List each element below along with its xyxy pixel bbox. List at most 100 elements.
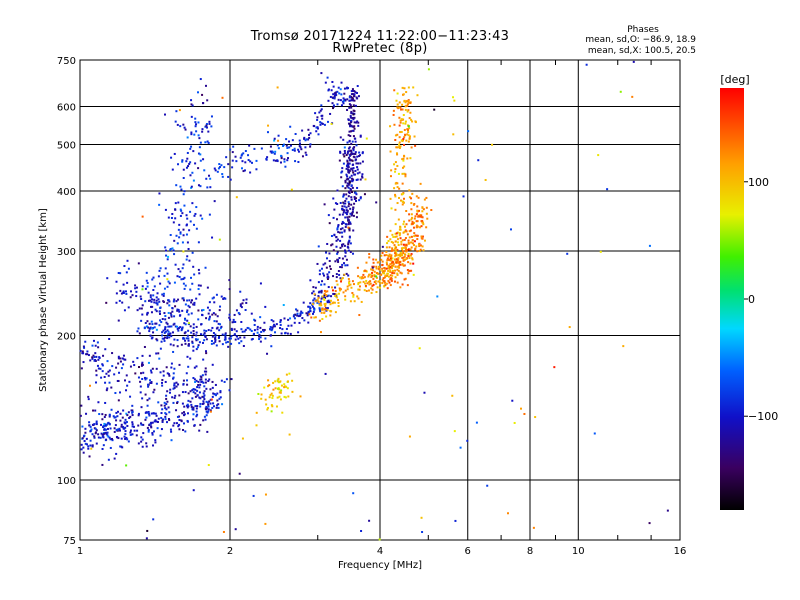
echo-point xyxy=(129,415,132,418)
echo-point xyxy=(169,248,172,251)
echo-point xyxy=(393,163,396,166)
echo-point xyxy=(274,159,277,162)
echo-point xyxy=(323,123,326,126)
echo-point xyxy=(183,287,186,290)
echo-point xyxy=(159,312,162,315)
echo-point xyxy=(388,281,391,284)
echo-point xyxy=(212,405,215,408)
echo-point xyxy=(100,376,103,379)
echo-point xyxy=(347,221,350,224)
echo-point xyxy=(356,120,359,123)
echo-point xyxy=(321,308,324,311)
echo-point xyxy=(105,432,108,435)
echo-point xyxy=(383,272,386,275)
echo-point xyxy=(347,186,350,189)
echo-point xyxy=(421,219,424,222)
echo-point xyxy=(328,259,331,262)
echo-point xyxy=(394,138,397,141)
echo-point xyxy=(307,321,310,324)
echo-point xyxy=(235,160,238,163)
echo-point xyxy=(404,237,407,240)
echo-point xyxy=(350,152,353,155)
echo-point xyxy=(179,214,182,217)
echo-point xyxy=(376,286,379,289)
echo-point xyxy=(332,93,335,96)
x-tick-label: 1 xyxy=(77,546,83,557)
echo-point xyxy=(399,252,402,255)
echo-point xyxy=(354,173,357,176)
echo-point xyxy=(146,383,149,386)
echo-point xyxy=(416,234,419,237)
echo-point xyxy=(404,244,407,247)
echo-point xyxy=(164,412,167,415)
echo-point xyxy=(237,337,240,340)
echo-point xyxy=(281,328,284,331)
echo-point xyxy=(190,103,193,106)
echo-point xyxy=(311,305,314,308)
echo-point xyxy=(419,182,422,185)
echo-point xyxy=(182,428,185,431)
echo-point xyxy=(211,297,214,300)
echo-point xyxy=(619,90,622,93)
echo-point xyxy=(384,276,387,279)
echo-point xyxy=(275,405,278,408)
echo-point xyxy=(194,121,197,124)
echo-point xyxy=(194,338,197,341)
echo-point xyxy=(215,320,218,323)
echo-point xyxy=(413,217,416,220)
echo-point xyxy=(288,140,291,143)
echo-point xyxy=(336,251,339,254)
echo-point xyxy=(352,99,355,102)
echo-point xyxy=(292,315,295,318)
echo-point xyxy=(343,149,346,152)
echo-point xyxy=(164,267,167,270)
echo-point xyxy=(153,301,156,304)
echo-point xyxy=(192,391,195,394)
echo-point xyxy=(247,154,250,157)
echo-point xyxy=(398,141,401,144)
echo-point xyxy=(98,356,101,359)
echo-point xyxy=(413,221,416,224)
echo-point xyxy=(392,263,395,266)
echo-point xyxy=(199,185,202,188)
echo-point xyxy=(407,125,410,128)
y-tick-label: 100 xyxy=(57,476,76,487)
echo-point xyxy=(104,423,107,426)
echo-point xyxy=(397,258,400,261)
echo-point xyxy=(186,136,189,139)
echo-point xyxy=(181,391,184,394)
echo-point xyxy=(338,92,341,95)
echo-point xyxy=(362,277,365,280)
echo-point xyxy=(348,182,351,185)
echo-point xyxy=(361,176,364,179)
echo-point xyxy=(409,248,412,251)
echo-point xyxy=(344,152,347,155)
echo-point xyxy=(370,268,373,271)
echo-point xyxy=(218,309,221,312)
echo-point xyxy=(113,427,116,430)
echo-point xyxy=(183,126,186,129)
echo-point xyxy=(339,201,342,204)
echo-point xyxy=(191,104,194,107)
echo-point xyxy=(401,250,404,253)
echo-point xyxy=(386,263,389,266)
echo-point xyxy=(351,191,354,194)
echo-point xyxy=(210,342,213,345)
echo-point xyxy=(403,255,406,258)
echo-point xyxy=(404,277,407,280)
echo-point xyxy=(405,244,408,247)
echo-point xyxy=(333,92,336,95)
echo-point xyxy=(152,430,155,433)
echo-point xyxy=(205,177,208,180)
echo-point xyxy=(355,211,358,214)
echo-point xyxy=(125,292,128,295)
echo-point xyxy=(334,260,337,263)
echo-point xyxy=(301,155,304,158)
echo-point xyxy=(318,304,321,307)
echo-point xyxy=(151,327,154,330)
echo-point xyxy=(398,196,401,199)
echo-point xyxy=(230,328,233,331)
echo-point xyxy=(293,317,296,320)
echo-point xyxy=(198,386,201,389)
echo-point xyxy=(346,182,349,185)
